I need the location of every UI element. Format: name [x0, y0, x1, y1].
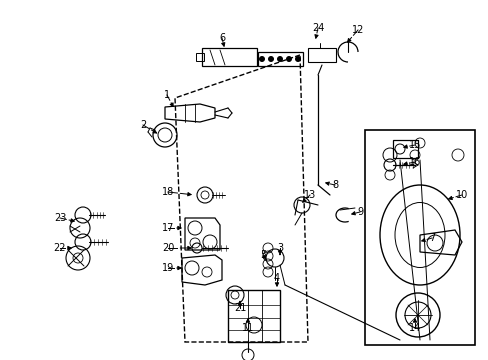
Text: 23: 23 [54, 213, 66, 223]
Text: 5: 5 [259, 250, 265, 260]
Text: 19: 19 [162, 263, 174, 273]
Text: 11: 11 [242, 323, 254, 333]
Text: 3: 3 [276, 243, 283, 253]
Circle shape [294, 56, 301, 62]
Text: 16: 16 [408, 157, 420, 167]
Circle shape [285, 56, 291, 62]
Text: 1: 1 [163, 90, 170, 100]
Text: 14: 14 [408, 323, 420, 333]
Text: 10: 10 [455, 190, 467, 200]
Text: 21: 21 [233, 303, 245, 313]
Text: 12: 12 [351, 25, 364, 35]
Bar [392, 140, 417, 158]
Text: 6: 6 [219, 33, 224, 43]
Text: 18: 18 [162, 187, 174, 197]
Bar [307, 48, 335, 62]
Text: 8: 8 [331, 180, 337, 190]
Circle shape [259, 56, 264, 62]
Text: 4: 4 [273, 273, 280, 283]
Text: 13: 13 [303, 190, 315, 200]
Text: 20: 20 [162, 243, 174, 253]
Text: 2: 2 [140, 120, 146, 130]
Circle shape [267, 56, 273, 62]
Bar [196, 53, 203, 61]
Bar [202, 48, 257, 66]
Text: 17: 17 [162, 223, 174, 233]
Text: 15: 15 [408, 140, 420, 150]
Bar [227, 290, 280, 342]
Text: 7: 7 [428, 233, 434, 243]
Circle shape [276, 56, 283, 62]
Bar [258, 52, 303, 66]
Text: 22: 22 [54, 243, 66, 253]
Text: 24: 24 [311, 23, 324, 33]
Text: 9: 9 [356, 207, 362, 217]
